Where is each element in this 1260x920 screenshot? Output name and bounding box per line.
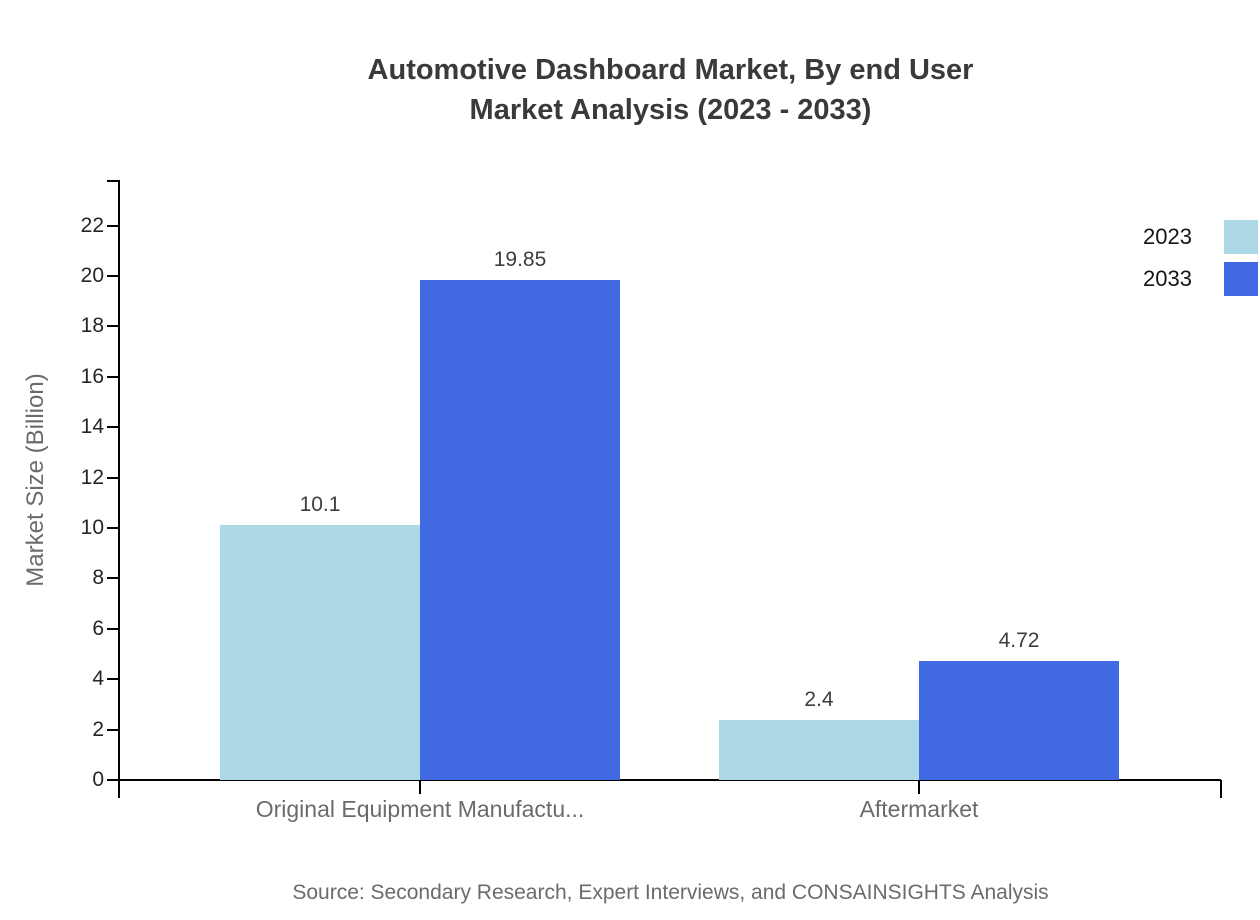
- legend-label: 2033: [1143, 266, 1192, 291]
- bar-value-label: 2.4: [804, 687, 834, 711]
- x-category-label: Original Equipment Manufactu...: [255, 796, 585, 822]
- y-tick-label: 16: [80, 364, 104, 388]
- y-tick-label: 6: [92, 616, 104, 640]
- x-category-label: Aftermarket: [859, 796, 979, 822]
- y-tick-label: 12: [80, 465, 104, 489]
- y-tick-label: 18: [80, 314, 104, 338]
- x-axis-line: [118, 779, 1221, 781]
- y-tick-label: 14: [80, 415, 104, 439]
- y-axis-line: [118, 180, 120, 798]
- legend-swatch: [1224, 220, 1258, 254]
- legend-item-2023: 2023: [1143, 220, 1258, 254]
- y-tick: [107, 325, 118, 328]
- y-tick-label: 4: [92, 667, 104, 691]
- y-axis-title: Market Size (Billion): [22, 373, 49, 587]
- legend-label: 2023: [1143, 224, 1192, 249]
- y-tick: [107, 476, 118, 479]
- chart-title: Automotive Dashboard Market, By end User…: [120, 50, 1221, 130]
- bar-value-label: 4.72: [998, 629, 1040, 653]
- x-tick: [918, 780, 920, 794]
- y-tick-label: 0: [92, 768, 104, 791]
- bar-2023-0: [220, 525, 420, 780]
- y-tick: [107, 426, 118, 429]
- y-tick: [107, 627, 118, 630]
- y-tick-label: 20: [80, 264, 104, 287]
- plot-area: 0 2 4 6 8 10 12 14 16 18 20 22 10.1 2.4 19.85 4.72 Origi…: [81, 180, 1222, 822]
- y-tick-label: 2: [92, 717, 104, 741]
- y-tick: [107, 375, 118, 378]
- y-tick: [107, 224, 118, 227]
- x-tick: [419, 780, 421, 794]
- bar-2033-1: [919, 661, 1119, 780]
- legend-item-2033: 2033: [1143, 262, 1258, 296]
- y-tick: [107, 527, 118, 529]
- legend-swatch: [1224, 262, 1258, 296]
- x-axis-right-cap: [1220, 780, 1222, 798]
- y-tick: [107, 779, 118, 781]
- y-tick: [107, 728, 118, 731]
- y-tick: [107, 577, 118, 580]
- y-tick-label: 8: [92, 566, 104, 590]
- y-axis-top-cap: [107, 180, 118, 182]
- bar-2033-0: [420, 279, 620, 780]
- chart-title-line1: Automotive Dashboard Market, By end User: [367, 54, 974, 86]
- y-tick: [107, 678, 118, 681]
- y-tick-label: 22: [80, 213, 104, 237]
- bar-value-label: 19.85: [493, 247, 547, 271]
- source-note: Source: Secondary Research, Expert Inter…: [292, 881, 1049, 904]
- bar-value-label: 10.1: [299, 493, 341, 517]
- legend: 2023 2033: [1143, 220, 1258, 304]
- bar-2023-1: [719, 719, 919, 780]
- y-tick: [107, 275, 118, 277]
- y-tick-label: 10: [80, 516, 104, 539]
- chart-title-line2: Market Analysis (2023 - 2033): [469, 94, 872, 126]
